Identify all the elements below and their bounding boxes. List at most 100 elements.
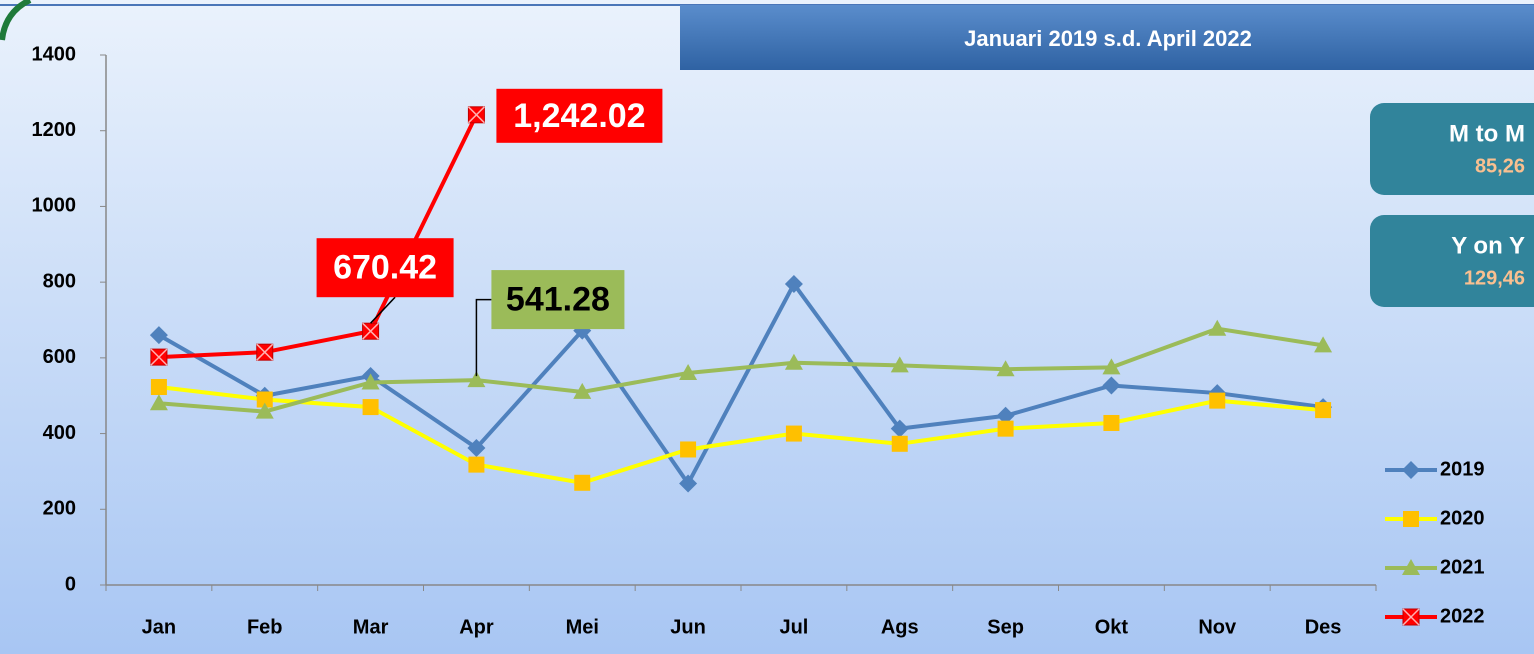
marker-square: [1403, 511, 1419, 527]
marker-cross: [1402, 608, 1420, 626]
marker-square: [680, 441, 697, 458]
marker-cross: [362, 322, 380, 340]
legend-label: 2022: [1440, 605, 1485, 627]
leader-line: [370, 296, 396, 324]
y-tick-label: 800: [43, 270, 76, 292]
y-tick-label: 1400: [32, 43, 77, 65]
marker-square: [468, 456, 485, 473]
marker: [256, 391, 273, 408]
x-tick-label: Jan: [142, 616, 176, 638]
marker: [891, 435, 908, 452]
marker: [149, 326, 168, 345]
info-panel: [1370, 215, 1534, 307]
marker: [1403, 511, 1419, 527]
leader-line: [475, 298, 492, 377]
marker: [574, 474, 591, 491]
marker: [149, 394, 168, 411]
marker: [1209, 392, 1226, 409]
marker: [150, 379, 167, 396]
marker-cross: [256, 343, 274, 361]
marker: [573, 382, 592, 399]
marker: [784, 353, 803, 370]
marker: [468, 456, 485, 473]
marker: [150, 348, 168, 366]
y-tick-label: 600: [43, 346, 76, 368]
header-box: [680, 5, 1534, 70]
marker: [785, 425, 802, 442]
x-tick-label: Jun: [670, 616, 706, 638]
series-line: [158, 385, 1324, 485]
marker: [1102, 358, 1121, 375]
logo: [0, 0, 32, 41]
marker-cross: [467, 106, 485, 124]
x-tick-label: Sep: [987, 616, 1024, 638]
marker-square: [785, 425, 802, 442]
data-label: 670.42: [333, 249, 437, 287]
marker-square: [1315, 402, 1332, 419]
marker: [1315, 402, 1332, 419]
marker-square: [256, 391, 273, 408]
x-tick-label: Jul: [779, 616, 808, 638]
x-tick-label: Ags: [881, 616, 919, 638]
series-line: [157, 280, 1324, 488]
series-line: [158, 113, 479, 360]
panel-value: 85,26: [1475, 155, 1525, 177]
y-tick-label: 200: [43, 498, 76, 520]
panel-value: 129,46: [1464, 267, 1525, 289]
marker: [1102, 376, 1121, 395]
marker: [362, 322, 380, 340]
x-tick-label: Mar: [353, 616, 389, 638]
marker: [997, 420, 1014, 437]
data-label: 1,242.02: [513, 97, 645, 135]
marker: [890, 356, 909, 373]
marker: [1402, 461, 1420, 479]
data-label: 541.28: [506, 281, 610, 319]
marker-square: [997, 420, 1014, 437]
marker: [362, 399, 379, 416]
y-tick-label: 1200: [32, 119, 77, 141]
marker: [256, 343, 274, 361]
y-tick-label: 1000: [32, 195, 77, 217]
marker: [679, 474, 698, 493]
marker-square: [150, 379, 167, 396]
y-tick-label: 400: [43, 422, 76, 444]
x-tick-label: Des: [1305, 616, 1342, 638]
marker: [890, 419, 909, 438]
marker: [467, 106, 485, 124]
marker: [467, 371, 486, 388]
x-tick-label: Nov: [1198, 616, 1237, 638]
marker: [361, 373, 380, 390]
marker: [1402, 608, 1420, 626]
marker: [1314, 336, 1333, 353]
marker: [784, 275, 803, 294]
series-line: [158, 326, 1324, 414]
chart-title: Januari 2019 s.d. April 2022: [964, 26, 1252, 51]
data-label-box: [496, 88, 663, 143]
legend-label: 2019: [1440, 458, 1485, 480]
marker: [996, 406, 1015, 425]
x-tick-label: Feb: [247, 616, 283, 638]
marker: [1103, 414, 1120, 431]
legend-label: 2021: [1440, 556, 1485, 578]
marker: [255, 402, 274, 419]
marker: [1208, 319, 1227, 336]
marker-square: [574, 474, 591, 491]
marker-square: [362, 399, 379, 416]
x-tick-label: Mei: [566, 616, 599, 638]
panel-label: Y on Y: [1451, 232, 1525, 259]
marker-square: [1103, 414, 1120, 431]
marker-cross: [150, 348, 168, 366]
x-tick-label: Okt: [1095, 616, 1129, 638]
marker: [996, 360, 1015, 377]
legend-label: 2020: [1440, 507, 1485, 529]
marker: [679, 364, 698, 380]
y-tick-label: 0: [65, 573, 76, 595]
x-tick-label: Apr: [459, 616, 494, 638]
data-label-box: [491, 270, 625, 330]
marker: [467, 438, 486, 457]
marker-square: [1209, 392, 1226, 409]
marker: [680, 441, 697, 458]
marker-square: [891, 435, 908, 452]
